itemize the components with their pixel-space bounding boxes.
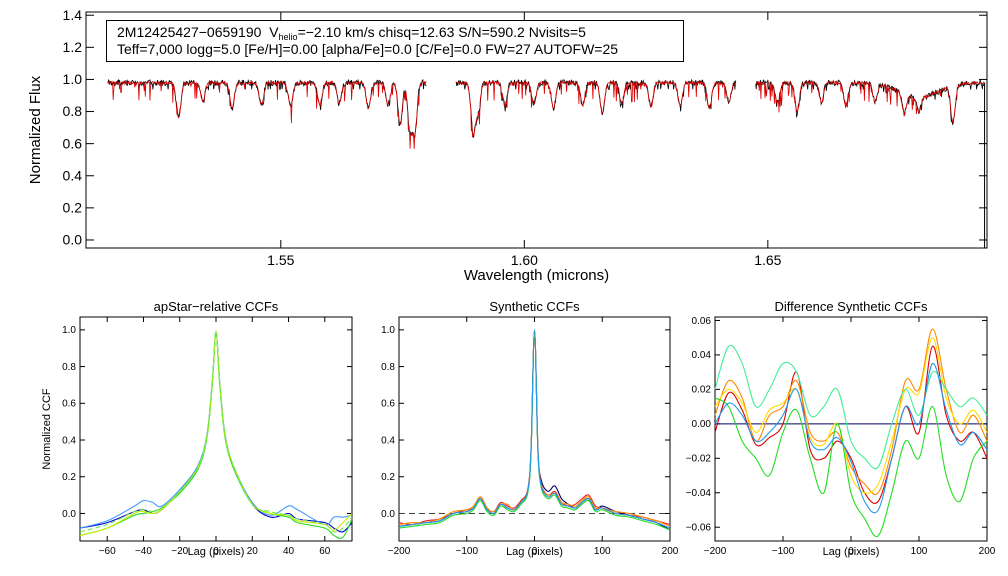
y-tick-label: 0.2 [62, 472, 76, 483]
x-tick-label: 1.55 [267, 252, 294, 268]
fit-summary-line-1: 2M12425427−0659190 Vhelio=−2.10 km/s chi… [117, 24, 586, 42]
y-tick-label: 1.4 [63, 7, 83, 23]
ccf-series-1 [79, 331, 353, 533]
fit-stats: =−2.10 km/s chisq=12.63 S/N=590.2 Nvisit… [297, 24, 586, 40]
x-tick-label: −20 [171, 546, 188, 557]
plot-frame [85, 11, 988, 249]
ccf-series-5 [79, 331, 353, 533]
ccf-series-4 [398, 329, 671, 531]
synthetic-ccf-panel: −200 −100 0 100 200 0.0 0.2 0.4 0.6 0.8 1.0 Synthet… [381, 299, 679, 558]
model-spectrum-chip-2 [455, 80, 737, 138]
x-tick-label: −40 [135, 546, 152, 557]
x-tick-label: 0 [532, 546, 538, 557]
y-tick-label: −0.06 [686, 523, 712, 534]
x-tick-label: 1.65 [754, 252, 781, 268]
ccf-series-2 [79, 331, 353, 529]
x-tick-label: 0 [848, 546, 854, 557]
ccf-series-1 [714, 345, 988, 504]
velocity-subscript: helio [278, 32, 298, 42]
y-tick-label: 0.02 [692, 385, 712, 396]
ccf-series-2 [714, 328, 988, 495]
y-tick-label: 0.0 [62, 509, 76, 520]
y-tick-label: 0.6 [62, 399, 76, 410]
x-tick-label: 200 [662, 546, 679, 557]
x-tick-label: −100 [455, 546, 478, 557]
y-tick-label: 0.2 [63, 200, 83, 216]
x-tick-label: 1.60 [511, 252, 538, 268]
ccf-series-1 [398, 329, 671, 531]
y-tick-label: 0.06 [692, 316, 712, 327]
y-tick-label: 1.0 [63, 71, 83, 87]
y-tick-label: 0.8 [63, 103, 83, 119]
y-tick-label: 0.2 [381, 472, 395, 483]
ccf-series-5 [714, 344, 988, 470]
y-tick-label: −0.02 [686, 454, 712, 465]
ccf-series-6 [714, 362, 988, 514]
x-axis-label: Wavelength (microns) [464, 267, 609, 284]
y-tick-label: 0.00 [692, 419, 712, 430]
ccf-series-4 [79, 331, 353, 537]
y-tick-label: 0.0 [381, 509, 395, 520]
y-axis-label: Normalized CCF [41, 388, 53, 470]
plot-frame [714, 316, 988, 542]
ccf-series-3 [714, 337, 988, 494]
x-axis-label: Lag (pixels) [188, 546, 245, 558]
ccf-series-3 [79, 332, 353, 539]
apstar-ccf-panel: −60 −40 −20 0 20 40 60 0.0 0.2 0.4 0.6 0.8 1.0 apStar… [41, 299, 353, 558]
fit-summary-line-2: Teff=7,000 logg=5.0 [Fe/H]=0.00 [alpha/F… [117, 41, 619, 57]
chart-title: Difference Synthetic CCFs [775, 299, 928, 314]
y-tick-label: 0.8 [381, 362, 395, 373]
x-tick-label: 100 [911, 546, 928, 557]
object-id: 2M12425427−0659190 [117, 24, 262, 40]
x-tick-label: −200 [704, 546, 727, 557]
x-axis-label: Lag (pixels) [823, 546, 880, 558]
spectrum-panel: 1.55 1.60 1.65 0.0 0.2 0.4 0.6 0.8 1.0 1.2 1.4 Wave… [27, 7, 988, 284]
y-tick-label: 0.8 [62, 362, 76, 373]
plot-frame [79, 316, 353, 542]
y-tick-label: 0.6 [63, 135, 83, 151]
x-axis-label: Lag (pixels) [506, 546, 563, 558]
velocity-symbol: V [269, 24, 279, 40]
y-tick-label: 0.4 [381, 435, 395, 446]
model-spectrum-chip-1 [107, 80, 427, 149]
plot-frame [398, 316, 671, 542]
ccf-series-3 [398, 329, 671, 527]
x-tick-label: −200 [388, 546, 411, 557]
y-tick-label: 1.0 [381, 325, 395, 336]
y-tick-label: 0.6 [381, 399, 395, 410]
chart-title: Synthetic CCFs [489, 299, 580, 314]
x-tick-label: 0 [213, 546, 219, 557]
x-tick-label: 60 [319, 546, 331, 557]
x-tick-label: 40 [283, 546, 295, 557]
x-tick-label: 20 [247, 546, 259, 557]
y-tick-label: 0.4 [63, 167, 83, 183]
x-tick-label: −60 [99, 546, 116, 557]
y-tick-label: −0.04 [686, 488, 712, 499]
ccf-series-5 [398, 329, 671, 529]
model-spectrum-chip-3 [755, 79, 985, 124]
ccf-series-4 [714, 397, 988, 538]
y-tick-label: 1.2 [63, 39, 83, 55]
y-tick-label: 0.4 [62, 435, 76, 446]
x-tick-label: −100 [772, 546, 795, 557]
observed-spectrum-chip-2 [455, 78, 737, 138]
difference-ccf-panel: −200 −100 0 100 200 −0.06 −0.04 −0.02 0.00 0.02 0.… [686, 299, 996, 558]
chart-title: apStar−relative CCFs [154, 299, 279, 314]
y-tick-label: 0.04 [692, 350, 712, 361]
x-tick-label: 200 [979, 546, 996, 557]
y-tick-label: 0.0 [63, 232, 83, 248]
y-axis-label: Normalized Flux [27, 75, 44, 184]
y-tick-label: 1.0 [62, 325, 76, 336]
ccf-series-2 [398, 329, 671, 526]
x-tick-label: 100 [594, 546, 611, 557]
fit-summary-box: 2M12425427−0659190 Vhelio=−2.10 km/s chi… [106, 20, 684, 62]
